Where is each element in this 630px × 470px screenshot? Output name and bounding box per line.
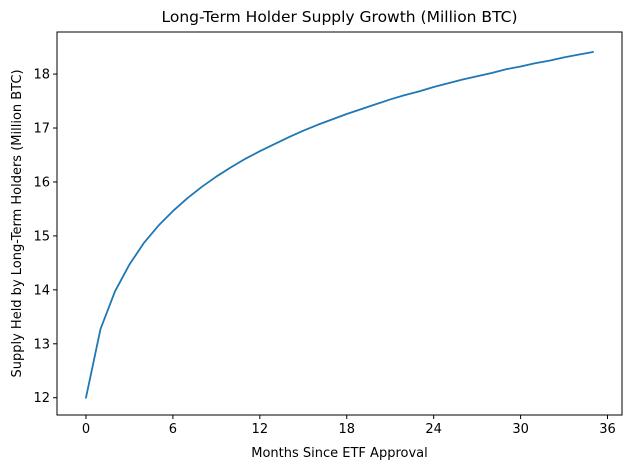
y-tick-label: 16 bbox=[33, 175, 50, 190]
x-axis-label: Months Since ETF Approval bbox=[251, 446, 427, 461]
x-tick-label: 18 bbox=[338, 422, 355, 437]
x-tick-label: 0 bbox=[82, 422, 90, 437]
series-line-0 bbox=[85, 51, 594, 399]
x-axis-ticks: 0 6 12 18 24 30 36 bbox=[82, 415, 616, 437]
x-tick-label: 6 bbox=[169, 422, 177, 437]
y-axis-label: Supply Held by Long-Term Holders (Millio… bbox=[10, 69, 25, 377]
y-tick-label: 15 bbox=[33, 229, 50, 244]
y-tick-label: 14 bbox=[33, 283, 50, 298]
x-tick-label: 30 bbox=[512, 422, 529, 437]
x-tick-label: 12 bbox=[252, 422, 269, 437]
chart-title: Long-Term Holder Supply Growth (Million … bbox=[161, 8, 517, 26]
y-axis-ticks: 12 13 14 15 16 17 18 bbox=[33, 68, 57, 406]
y-tick-label: 18 bbox=[33, 68, 50, 83]
y-tick-label: 12 bbox=[33, 391, 50, 406]
x-tick-label: 24 bbox=[425, 422, 442, 437]
y-tick-label: 13 bbox=[33, 337, 50, 352]
data-layer bbox=[85, 51, 594, 399]
plot-frame bbox=[56, 31, 623, 416]
y-tick-label: 17 bbox=[33, 122, 50, 137]
plot-area bbox=[56, 31, 623, 416]
x-tick-label: 36 bbox=[599, 422, 616, 437]
